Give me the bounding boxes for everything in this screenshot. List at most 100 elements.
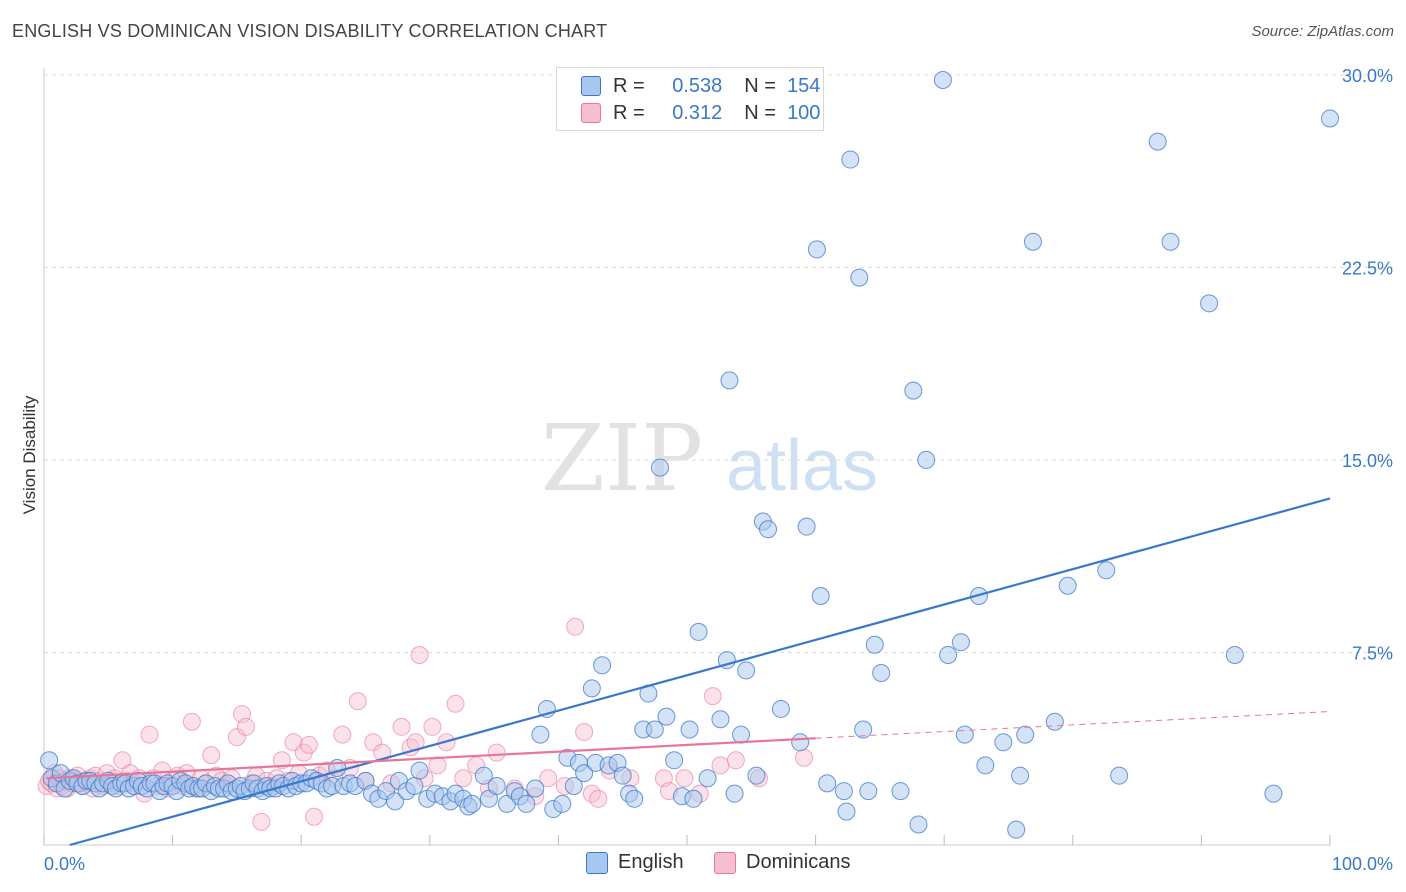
english-point xyxy=(1011,766,1030,785)
dominicans-point xyxy=(227,728,246,747)
english-point xyxy=(791,733,810,752)
bottom-legend-english: English xyxy=(586,851,684,874)
english-point xyxy=(891,782,910,801)
english-point xyxy=(872,663,891,682)
english-point xyxy=(582,679,601,698)
dominicans-point xyxy=(299,735,318,754)
english-point xyxy=(613,766,632,785)
english-point xyxy=(650,458,669,477)
dominicans-point xyxy=(566,617,585,636)
english-point xyxy=(410,761,429,780)
english-point xyxy=(1225,646,1244,665)
english-r-value: 0.538 xyxy=(672,74,723,97)
legend-r-label: R = xyxy=(613,74,645,97)
english-point xyxy=(684,789,703,808)
english-point xyxy=(1023,232,1042,251)
english-point xyxy=(850,268,869,287)
english-swatch xyxy=(586,851,608,874)
english-point xyxy=(625,789,644,808)
dominicans-point xyxy=(252,812,271,831)
x-tick-labels: 0.0% 100.0% xyxy=(44,854,1393,874)
english-point xyxy=(575,764,594,783)
legend-n-label: N = xyxy=(744,101,776,124)
english-points xyxy=(40,70,1339,839)
y-tick-label: 15.0% xyxy=(1342,451,1393,471)
english-point xyxy=(1058,576,1077,595)
english-point xyxy=(865,635,884,654)
x-tick-label-max: 100.0% xyxy=(1332,854,1393,874)
y-axis-label: Vision Disability xyxy=(20,395,39,514)
english-point xyxy=(939,646,958,665)
source-label: Source: ZipAtlas.com xyxy=(1251,23,1394,40)
chart-title: ENGLISH VS DOMINICAN VISION DISABILITY C… xyxy=(12,21,608,41)
watermark-atlas: atlas xyxy=(726,426,878,506)
english-point xyxy=(1148,132,1167,151)
english-point xyxy=(531,725,550,744)
english-point xyxy=(487,776,506,795)
y-tick-label: 22.5% xyxy=(1342,258,1393,278)
english-point xyxy=(1161,232,1180,251)
english-label: English xyxy=(618,851,684,873)
english-point xyxy=(517,794,536,813)
english-point xyxy=(732,725,751,744)
dominicans-label: Dominicans xyxy=(746,851,851,873)
bottom-legend-dominicans: Dominicans xyxy=(714,851,850,874)
dominicans-point xyxy=(589,789,608,808)
dominicans-point xyxy=(575,723,594,742)
english-point xyxy=(645,720,664,739)
english-point xyxy=(474,766,493,785)
grid-lines xyxy=(44,74,1392,653)
dominicans-swatch xyxy=(714,851,736,874)
english-point xyxy=(553,794,572,813)
y-tick-label: 7.5% xyxy=(1352,643,1393,663)
english-point xyxy=(698,769,717,788)
dominicans-point xyxy=(333,725,352,744)
english-point xyxy=(711,710,730,729)
english-point xyxy=(951,633,970,652)
english-point xyxy=(976,756,995,775)
english-point xyxy=(1200,294,1219,313)
dominicans-point xyxy=(236,717,255,736)
dominicans-point xyxy=(202,746,221,765)
english-point xyxy=(564,776,583,795)
english-point xyxy=(933,70,952,89)
y-tick-labels: 7.5% 15.0% 22.5% 30.0% xyxy=(1342,66,1393,664)
dominicans-point xyxy=(675,769,694,788)
english-n-value: 154 xyxy=(787,74,821,97)
english-point xyxy=(737,661,756,680)
dominicans-r-value: 0.312 xyxy=(672,101,723,124)
english-point xyxy=(917,450,936,469)
dominicans-point xyxy=(703,687,722,706)
trend-lines xyxy=(46,497,1331,847)
english-point xyxy=(1045,712,1064,731)
english-point xyxy=(40,751,59,770)
x-tick-label-min: 0.0% xyxy=(44,854,85,874)
english-point xyxy=(1007,820,1026,839)
bottom-legend: English Dominicans xyxy=(0,851,1406,879)
dominicans-trend-line xyxy=(46,737,816,780)
english-point xyxy=(994,733,1013,752)
y-tick-label: 30.0% xyxy=(1342,66,1393,86)
english-point xyxy=(405,776,424,795)
legend-n-label: N = xyxy=(744,74,776,97)
legend: R = 0.538 N = 154 R = 0.312 N = 100 xyxy=(556,67,824,131)
dominicans-point xyxy=(446,694,465,713)
english-point xyxy=(859,782,878,801)
english-point xyxy=(725,784,744,803)
english-point xyxy=(1264,784,1283,803)
english-point xyxy=(955,725,974,744)
english-point xyxy=(526,779,545,798)
dominicans-point xyxy=(423,717,442,736)
dominicans-point xyxy=(487,743,506,762)
english-point xyxy=(1016,725,1035,744)
dominicans-point xyxy=(711,756,730,775)
english-point xyxy=(1097,561,1116,580)
english-point xyxy=(593,656,612,675)
dominicans-point xyxy=(726,751,745,770)
dominicans-point xyxy=(410,646,429,665)
axes xyxy=(43,68,1331,846)
english-point xyxy=(657,707,676,726)
dominicans-point xyxy=(305,807,324,826)
english-point xyxy=(689,622,708,641)
